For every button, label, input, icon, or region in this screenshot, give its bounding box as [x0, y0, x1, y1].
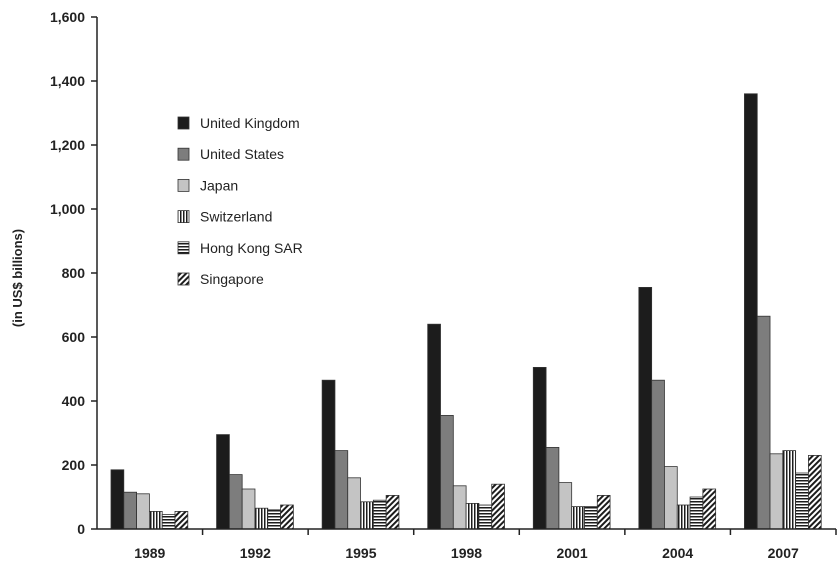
legend-label: United States — [200, 146, 284, 162]
x-tick-label: 1998 — [451, 545, 482, 561]
legend-label: United Kingdom — [200, 115, 300, 131]
y-tick-label: 200 — [62, 457, 86, 473]
legend-label: Singapore — [200, 271, 264, 287]
bar-united-kingdom-1998 — [427, 323, 441, 530]
bar-united-states-1995 — [334, 450, 349, 530]
y-tick-label: 800 — [62, 265, 86, 281]
legend: United Kingdom United States Japan Switzerl… — [177, 115, 303, 287]
bar-singapore-2001 — [596, 494, 611, 530]
bar-united-states-1989 — [123, 491, 138, 530]
bar-singapore-1998 — [491, 483, 505, 530]
x-tick-label: 1989 — [134, 545, 165, 561]
bar-switzerland-1995 — [360, 501, 374, 530]
x-tick-label: 1995 — [345, 545, 376, 561]
bar-japan-1995 — [347, 477, 361, 530]
x-tick-label: 2004 — [662, 545, 693, 561]
bar-japan-2007 — [769, 453, 784, 530]
legend-swatch-united-kingdom — [177, 116, 190, 130]
bar-japan-1998 — [452, 485, 467, 530]
bar-united-kingdom-1995 — [321, 379, 336, 530]
bar-switzerland-1989 — [148, 510, 163, 530]
bar-united-states-1998 — [440, 414, 454, 530]
legend-swatch-united-states — [177, 147, 190, 161]
bar-singapore-1992 — [280, 504, 294, 530]
legend-swatch-singapore — [177, 272, 190, 286]
x-axis-ticks: 1989 1992 1995 1998 2001 2004 2007 — [134, 529, 837, 561]
bar-switzerland-1992 — [254, 507, 269, 530]
bar-switzerland-2004 — [676, 504, 691, 530]
x-tick-label: 2007 — [768, 545, 799, 561]
bar-singapore-2004 — [702, 488, 717, 530]
bar-hong-kong-sar-1998 — [478, 504, 493, 530]
legend-swatch-japan — [177, 178, 190, 192]
legend-label: Switzerland — [200, 209, 272, 225]
bar-hong-kong-sar-1992 — [267, 509, 281, 530]
bar-japan-1992 — [241, 488, 256, 530]
legend-label: Hong Kong SAR — [200, 240, 303, 256]
bar-united-kingdom-1992 — [216, 434, 230, 530]
bar-switzerland-2007 — [782, 450, 797, 530]
legend-swatch-hong-kong-sar — [177, 241, 190, 255]
y-tick-label: 400 — [62, 393, 86, 409]
bar-switzerland-1998 — [465, 502, 480, 530]
y-tick-label: 0 — [77, 521, 85, 537]
bar-japan-2004 — [664, 466, 678, 530]
bar-united-kingdom-2004 — [638, 286, 653, 530]
bar-japan-2001 — [558, 482, 573, 530]
bar-switzerland-2001 — [571, 506, 585, 530]
bar-united-states-2001 — [545, 446, 560, 530]
bar-united-states-2007 — [756, 315, 771, 530]
y-tick-label: 600 — [62, 329, 86, 345]
bar-united-kingdom-1989 — [110, 469, 125, 530]
legend-label: Japan — [200, 177, 238, 193]
bar-hong-kong-sar-2004 — [689, 496, 704, 530]
bar-hong-kong-sar-1989 — [161, 514, 176, 530]
bar-singapore-2007 — [808, 454, 822, 530]
x-tick-label: 2001 — [556, 545, 587, 561]
x-tick-label: 1992 — [240, 545, 271, 561]
y-tick-label: 1,400 — [50, 73, 85, 89]
bar-japan-1989 — [136, 493, 150, 530]
bar-singapore-1989 — [174, 510, 189, 530]
y-axis-title: (in US$ billions) — [10, 229, 25, 327]
y-tick-label: 1,200 — [50, 137, 85, 153]
bar-hong-kong-sar-2007 — [795, 472, 809, 530]
y-axis-ticks: 0 200 400 600 800 1,000 1,200 1,400 1,600 — [50, 9, 97, 537]
bars — [110, 93, 822, 530]
legend-swatch-switzerland — [177, 210, 190, 224]
bar-hong-kong-sar-2001 — [584, 506, 598, 530]
bar-united-kingdom-2001 — [532, 366, 547, 530]
bar-united-states-2004 — [651, 379, 665, 530]
bar-united-kingdom-2007 — [744, 93, 758, 530]
y-tick-label: 1,600 — [50, 9, 85, 25]
bar-united-states-1992 — [228, 474, 243, 530]
bar-singapore-1995 — [385, 494, 400, 530]
bar-hong-kong-sar-1995 — [372, 499, 387, 530]
y-tick-label: 1,000 — [50, 201, 85, 217]
